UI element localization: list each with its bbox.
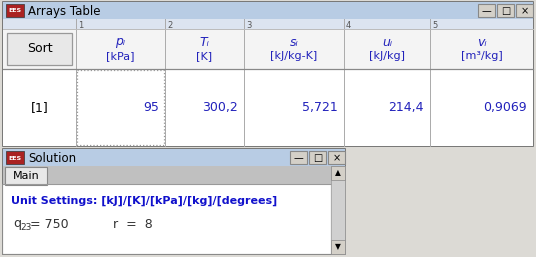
Text: [1]: [1] (31, 101, 48, 114)
Text: ×: × (520, 6, 528, 16)
Text: 5: 5 (432, 22, 437, 31)
Text: ×: × (332, 153, 340, 163)
Text: 4: 4 (346, 22, 351, 31)
Bar (3, 149, 345, 254)
Bar (497, 4, 514, 17)
Bar (6, 4, 24, 17)
Text: 3: 3 (246, 22, 251, 31)
Bar (3, 184, 331, 254)
Bar (3, 69, 533, 146)
Text: [kPa]: [kPa] (106, 51, 135, 61)
Text: Solution: Solution (28, 151, 76, 164)
Bar (290, 151, 307, 164)
Text: 5,721: 5,721 (302, 101, 338, 114)
Text: 95: 95 (143, 101, 159, 114)
Text: Tᵢ: Tᵢ (199, 35, 210, 49)
Text: □: □ (313, 153, 322, 163)
Text: = 750: = 750 (30, 217, 69, 231)
Text: —: — (482, 6, 492, 16)
Text: uᵢ: uᵢ (382, 35, 392, 49)
Text: Sort: Sort (27, 42, 53, 56)
Bar (331, 240, 345, 254)
Text: EES: EES (9, 155, 21, 161)
Bar (3, 2, 533, 146)
Text: EES: EES (9, 8, 21, 14)
Text: pᵢ: pᵢ (115, 35, 125, 49)
Text: r  =  8: r = 8 (113, 217, 153, 231)
Bar (331, 166, 345, 254)
Bar (5, 167, 47, 185)
Bar (516, 4, 533, 17)
Text: 2: 2 (167, 22, 172, 31)
Text: [kJ/kg]: [kJ/kg] (369, 51, 405, 61)
Text: 214,4: 214,4 (389, 101, 424, 114)
Text: vᵢ: vᵢ (477, 35, 486, 49)
Bar (77, 70, 164, 145)
Bar (3, 149, 345, 166)
Text: Unit Settings: [kJ]/[K]/[kPa]/[kg]/[degrees]: Unit Settings: [kJ]/[K]/[kPa]/[kg]/[degr… (11, 196, 277, 206)
Text: [K]: [K] (196, 51, 213, 61)
Bar (328, 151, 345, 164)
Text: 1: 1 (78, 22, 83, 31)
Text: ▼: ▼ (335, 243, 341, 252)
Text: —: — (294, 153, 303, 163)
Text: Main: Main (13, 171, 39, 181)
Bar (3, 2, 533, 19)
Text: [m³/kg]: [m³/kg] (460, 51, 502, 61)
Bar (7, 33, 72, 65)
Text: q: q (13, 217, 21, 231)
Text: 0,9069: 0,9069 (483, 101, 527, 114)
Bar (309, 151, 326, 164)
Text: 300,2: 300,2 (202, 101, 238, 114)
Bar (3, 19, 533, 29)
Text: Arrays Table: Arrays Table (28, 5, 101, 17)
Text: 23: 23 (20, 223, 32, 232)
Text: □: □ (501, 6, 510, 16)
Text: sᵢ: sᵢ (289, 35, 299, 49)
Bar (478, 4, 495, 17)
Bar (3, 29, 533, 69)
Text: [kJ/kg-K]: [kJ/kg-K] (270, 51, 318, 61)
Bar (6, 151, 24, 164)
Bar (3, 166, 345, 184)
Text: ▲: ▲ (335, 169, 341, 178)
Bar (331, 166, 345, 180)
